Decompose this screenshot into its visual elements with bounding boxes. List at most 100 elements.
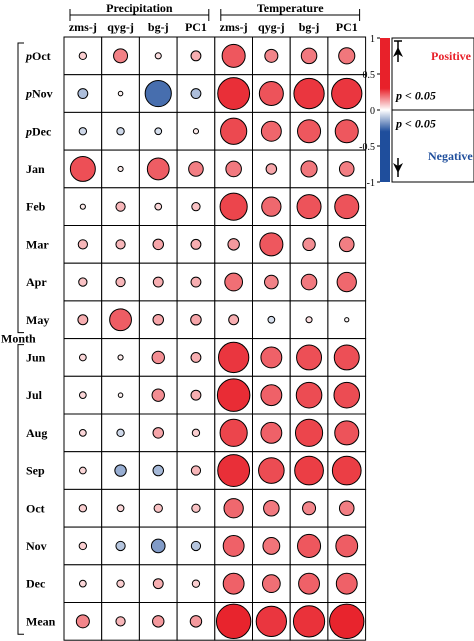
column-label: zms-j (220, 20, 248, 34)
correlation-circle (190, 88, 202, 99)
correlation-circle (344, 317, 350, 323)
correlation-circle (302, 237, 316, 252)
correlation-circle (338, 47, 356, 65)
correlation-circle (190, 540, 202, 552)
correlation-circle (260, 421, 283, 444)
correlation-circle (297, 533, 322, 558)
correlation-circle (113, 48, 129, 64)
correlation-circle (334, 119, 359, 144)
correlation-circle (267, 315, 276, 324)
correlation-circle (335, 534, 359, 558)
correlation-circle (294, 455, 324, 486)
correlation-circle (78, 579, 87, 588)
correlation-circle (259, 232, 284, 257)
correlation-circle (190, 465, 202, 476)
significance-label-negative: p < 0.05 (395, 117, 436, 131)
correlation-circle (69, 155, 96, 182)
significance-label-positive: p < 0.05 (395, 88, 436, 102)
correlation-circle (115, 239, 126, 250)
correlation-circle (152, 615, 165, 628)
correlation-circle (78, 353, 87, 362)
correlation-circle (297, 119, 322, 144)
correlation-circle (78, 51, 88, 61)
correlation-circle (338, 500, 355, 517)
correlation-circle (336, 271, 357, 293)
column-label: bg-j (299, 20, 320, 34)
row-label: Aug (26, 426, 47, 440)
column-group-label: Temperature (257, 1, 324, 15)
correlation-circle (227, 238, 240, 251)
row-label: Apr (26, 275, 47, 289)
grid-cell (101, 225, 140, 264)
column-group-bracket (69, 9, 210, 21)
correlation-circle (331, 77, 363, 110)
row-label: May (26, 313, 49, 327)
correlation-circle (260, 384, 283, 407)
correlation-circle (215, 603, 252, 640)
down-arrow-icon (393, 163, 403, 173)
correlation-circle (217, 77, 251, 110)
row-label: Oct (26, 501, 45, 515)
correlation-circle (78, 541, 88, 551)
correlation-circle (190, 50, 202, 62)
negative-label: Negative (428, 149, 473, 163)
correlation-circle (117, 392, 124, 398)
positive-label: Positive (431, 49, 472, 63)
correlation-circle (334, 194, 360, 220)
row-label: pNov (25, 87, 53, 101)
correlation-circle (224, 272, 244, 292)
correlation-circle (116, 428, 125, 438)
correlation-circle (191, 503, 201, 513)
row-label: Feb (26, 200, 46, 214)
correlation-circle (188, 161, 204, 177)
correlation-circle (222, 535, 245, 557)
correlation-circle (78, 466, 87, 475)
colorbar-tick-label: 1 (370, 34, 375, 45)
correlation-circle (263, 499, 280, 517)
correlation-circle (189, 615, 203, 628)
column-label: PC1 (185, 20, 207, 34)
correlation-circle (152, 578, 164, 590)
correlation-circle (190, 276, 202, 288)
row-label: Nov (26, 539, 47, 553)
correlation-circle (79, 203, 86, 210)
correlation-circle (151, 388, 165, 402)
row-axis-label: Month (1, 332, 36, 346)
colorbar-tick-label: -1 (367, 178, 375, 189)
correlation-circle (255, 605, 287, 637)
column-label: bg-j (148, 20, 169, 34)
correlation-circle (262, 537, 281, 555)
correlation-circle (260, 346, 283, 369)
correlation-circle (117, 90, 124, 97)
up-arrow-icon (393, 47, 403, 57)
correlation-circle (331, 455, 362, 486)
column-label: PC1 (336, 20, 358, 34)
column-group-bracket (220, 9, 361, 21)
column-label: qyg-j (107, 20, 134, 34)
correlation-circle (338, 236, 355, 253)
correlation-circle (152, 427, 165, 439)
correlation-circle (191, 201, 201, 212)
row-label: pDec (25, 124, 52, 138)
correlation-circle (302, 501, 317, 516)
correlation-circle (265, 163, 278, 175)
correlation-circle (116, 504, 125, 513)
correlation-circle (154, 52, 162, 60)
correlation-circle (334, 420, 360, 446)
correlation-circle (305, 316, 313, 324)
correlation-circle (78, 391, 87, 400)
grid-cell (176, 413, 216, 453)
correlation-circle (78, 277, 88, 287)
correlation-circle (192, 128, 200, 135)
colorbar-tick-label: 0 (370, 106, 375, 117)
row-bracket (17, 344, 24, 635)
correlation-circle (293, 77, 325, 110)
correlation-circle (152, 464, 165, 477)
grid-cell (176, 74, 216, 113)
correlation-circle (190, 238, 202, 250)
colorbar (380, 38, 390, 182)
correlation-circle (78, 428, 87, 437)
row-bracket (17, 42, 24, 334)
correlation-circle (217, 454, 251, 487)
correlation-circle (78, 127, 88, 136)
